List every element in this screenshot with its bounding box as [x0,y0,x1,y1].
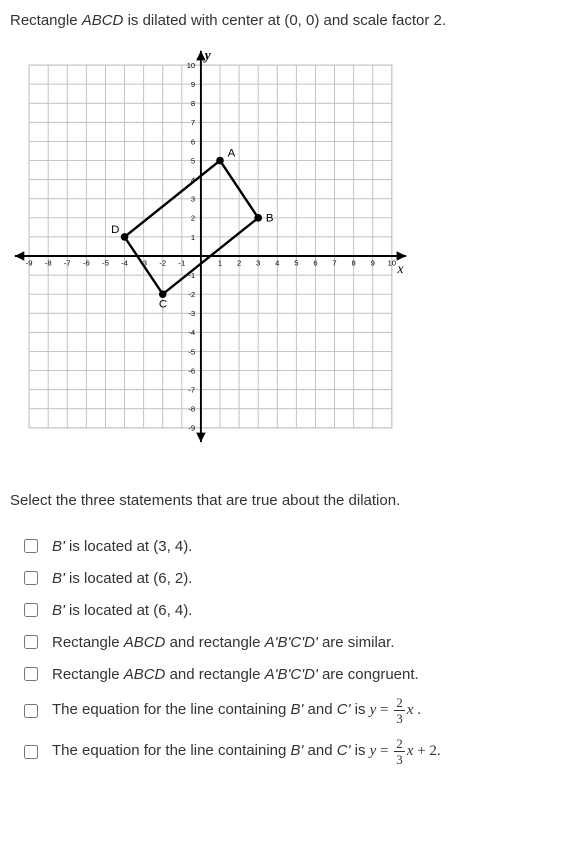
option-7-label: The equation for the line containing B' … [52,737,441,766]
svg-text:9: 9 [371,259,375,268]
options-list: B' is located at (3, 4). B' is located a… [10,536,567,766]
option-7-checkbox[interactable] [24,745,38,759]
svg-text:-8: -8 [45,259,52,268]
option-4: Rectangle ABCD and rectangle A'B'C'D' ar… [20,632,567,652]
problem-prefix: Rectangle [10,12,82,29]
svg-text:3: 3 [191,195,195,204]
svg-text:C: C [159,299,167,311]
svg-text:5: 5 [294,259,298,268]
coordinate-graph: -9-8-7-6-5-4-3-2-11234567891010987654321… [10,46,430,470]
problem-suffix: is dilated with center at (0, 0) and sca… [123,12,446,29]
svg-text:-2: -2 [188,290,195,299]
svg-text:-9: -9 [188,424,195,433]
svg-text:y: y [203,47,211,62]
svg-text:8: 8 [352,259,356,268]
rect-name: ABCD [82,12,124,29]
option-6: The equation for the line containing B' … [20,696,567,725]
svg-text:2: 2 [237,259,241,268]
svg-text:-1: -1 [178,259,185,268]
option-5-checkbox[interactable] [24,667,38,681]
option-3: B' is located at (6, 4). [20,600,567,620]
svg-text:2: 2 [191,214,195,223]
option-1-label: B' is located at (3, 4). [52,538,192,555]
option-4-checkbox[interactable] [24,635,38,649]
option-2: B' is located at (6, 2). [20,568,567,588]
svg-text:7: 7 [332,259,336,268]
option-2-checkbox[interactable] [24,571,38,585]
fraction: 23 [394,737,405,766]
problem-statement: Rectangle ABCD is dilated with center at… [10,10,567,31]
svg-text:-5: -5 [188,347,195,356]
svg-text:1: 1 [218,259,222,268]
svg-text:8: 8 [191,99,195,108]
option-2-label: B' is located at (6, 2). [52,570,192,587]
option-4-label: Rectangle ABCD and rectangle A'B'C'D' ar… [52,634,394,651]
fraction: 23 [394,696,405,725]
option-3-label: B' is located at (6, 4). [52,602,192,619]
svg-text:5: 5 [191,156,195,165]
svg-text:6: 6 [313,259,317,268]
option-6-checkbox[interactable] [24,704,38,718]
svg-text:A: A [228,148,236,160]
option-3-checkbox[interactable] [24,603,38,617]
svg-text:-3: -3 [188,309,195,318]
option-5: Rectangle ABCD and rectangle A'B'C'D' ar… [20,664,567,684]
svg-text:-9: -9 [26,259,33,268]
svg-text:-2: -2 [159,259,166,268]
svg-text:-5: -5 [102,259,109,268]
svg-text:-6: -6 [188,366,195,375]
option-7: The equation for the line containing B' … [20,737,567,766]
option-1-checkbox[interactable] [24,539,38,553]
svg-text:4: 4 [275,259,280,268]
svg-text:10: 10 [388,259,396,268]
option-1: B' is located at (3, 4). [20,536,567,556]
svg-text:-7: -7 [64,259,71,268]
svg-text:1: 1 [191,233,195,242]
option-5-label: Rectangle ABCD and rectangle A'B'C'D' ar… [52,666,419,683]
svg-text:7: 7 [191,118,195,127]
svg-text:-7: -7 [188,386,195,395]
svg-text:-4: -4 [121,259,129,268]
svg-text:-8: -8 [188,405,195,414]
svg-text:3: 3 [256,259,260,268]
svg-text:10: 10 [187,61,195,70]
svg-text:-6: -6 [83,259,90,268]
svg-text:-4: -4 [188,328,196,337]
svg-text:x: x [397,261,404,276]
instruction-text: Select the three statements that are tru… [10,490,567,511]
svg-text:9: 9 [191,80,195,89]
svg-text:D: D [111,224,119,236]
svg-text:6: 6 [191,137,195,146]
svg-text:B: B [266,213,274,225]
option-6-label: The equation for the line containing B' … [52,696,421,725]
